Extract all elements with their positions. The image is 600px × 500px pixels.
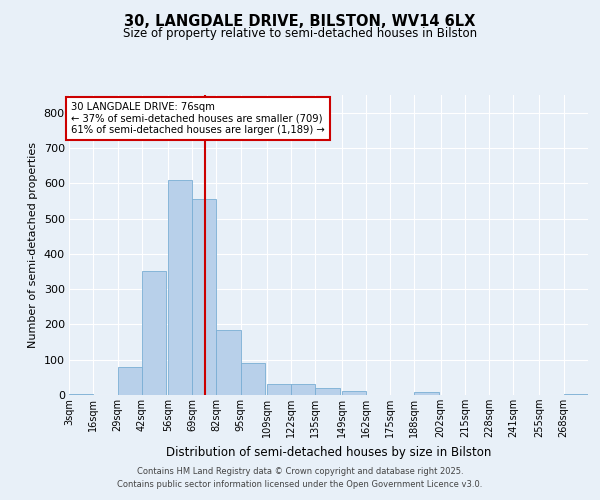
Bar bbox=[267, 384, 291, 395]
Text: 30, LANGDALE DRIVE, BILSTON, WV14 6LX: 30, LANGDALE DRIVE, BILSTON, WV14 6LX bbox=[124, 14, 476, 29]
Text: 30 LANGDALE DRIVE: 76sqm
← 37% of semi-detached houses are smaller (709)
61% of : 30 LANGDALE DRIVE: 76sqm ← 37% of semi-d… bbox=[71, 102, 325, 136]
Bar bbox=[142, 272, 166, 395]
Bar bbox=[316, 388, 340, 395]
Bar bbox=[291, 384, 316, 395]
Bar bbox=[118, 367, 142, 395]
Bar bbox=[69, 394, 93, 395]
Text: Contains HM Land Registry data © Crown copyright and database right 2025.: Contains HM Land Registry data © Crown c… bbox=[137, 467, 463, 476]
X-axis label: Distribution of semi-detached houses by size in Bilston: Distribution of semi-detached houses by … bbox=[166, 446, 491, 458]
Bar bbox=[341, 391, 366, 395]
Bar bbox=[564, 394, 588, 395]
Bar bbox=[192, 199, 217, 395]
Text: Contains public sector information licensed under the Open Government Licence v3: Contains public sector information licen… bbox=[118, 480, 482, 489]
Bar bbox=[168, 180, 192, 395]
Bar bbox=[217, 330, 241, 395]
Bar bbox=[415, 392, 439, 395]
Y-axis label: Number of semi-detached properties: Number of semi-detached properties bbox=[28, 142, 38, 348]
Bar bbox=[241, 363, 265, 395]
Text: Size of property relative to semi-detached houses in Bilston: Size of property relative to semi-detach… bbox=[123, 28, 477, 40]
